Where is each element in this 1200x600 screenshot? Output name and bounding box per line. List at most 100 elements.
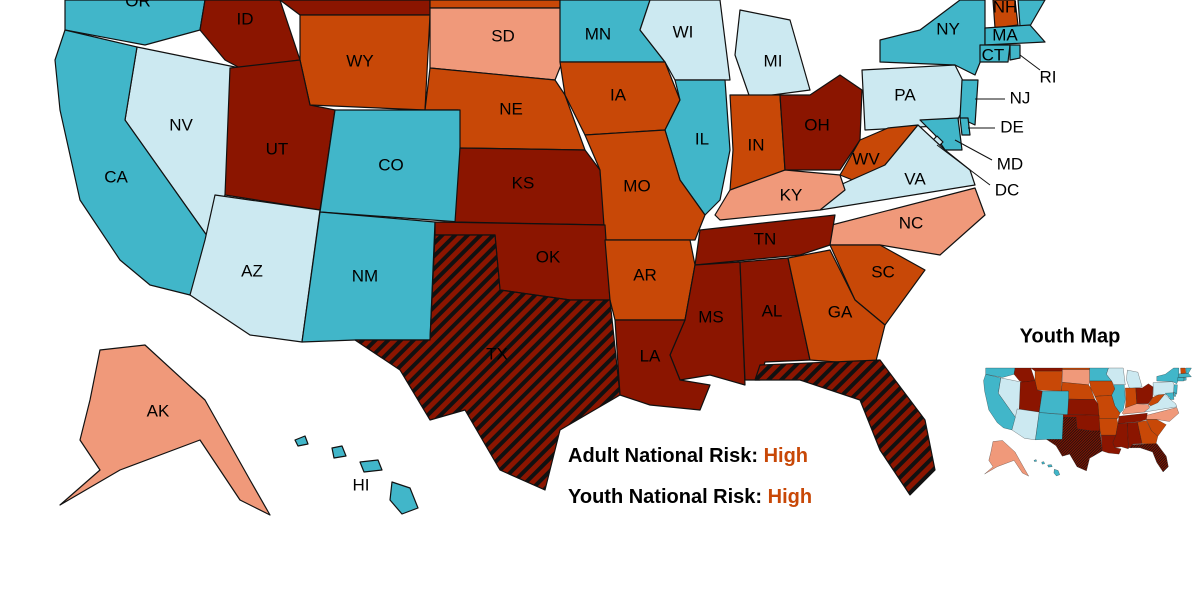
state-label: AL <box>762 301 783 320</box>
youth-state-shape <box>1062 369 1091 385</box>
youth-map <box>983 367 1192 477</box>
state-label: MA <box>992 25 1018 44</box>
state-shape <box>294 435 419 515</box>
state-label: SD <box>491 26 515 45</box>
risk-name: Adult National Risk: <box>568 445 758 467</box>
youth-state-shape <box>1030 367 1063 372</box>
state-shape <box>59 344 271 516</box>
risk-name: Youth National Risk: <box>568 486 762 508</box>
youth-state-shape <box>1101 435 1122 455</box>
state-label: OH <box>804 115 830 134</box>
youth-state-shape <box>1039 390 1069 415</box>
youth-state-shape <box>1034 371 1063 392</box>
youth-state-shape <box>1183 377 1187 381</box>
state-label: MO <box>623 176 650 195</box>
youth-state-shape <box>1011 408 1040 440</box>
state-label: NC <box>899 213 924 232</box>
youth-state-shape <box>1165 392 1175 400</box>
state-label: ID <box>237 9 254 28</box>
youth-state-shape <box>983 374 1017 431</box>
youth-state-shape <box>1094 395 1121 419</box>
state-label: CO <box>378 155 404 174</box>
youth-map-title: Youth Map <box>1020 325 1121 347</box>
state-shape <box>354 234 621 491</box>
youth-state-shape <box>1180 367 1186 375</box>
state-shape <box>919 117 963 151</box>
risk-level: High <box>764 445 808 467</box>
state-label: NV <box>169 115 193 134</box>
youth-map-shapes <box>983 367 1192 477</box>
state-label: HI <box>353 475 370 494</box>
youth-state-shape <box>1137 420 1158 445</box>
youth-state-shape <box>1062 367 1090 370</box>
state-shape <box>779 74 863 171</box>
youth-state-shape <box>1173 384 1178 395</box>
leader-line <box>954 139 993 161</box>
youth-state-shape <box>1177 377 1185 382</box>
state-label: KY <box>780 185 803 204</box>
state-label: IA <box>610 85 627 104</box>
state-shape <box>299 14 431 111</box>
state-label: NY <box>936 19 960 38</box>
state-label: AK <box>147 401 170 420</box>
state-label: MN <box>585 24 611 43</box>
state-label: TN <box>754 229 777 248</box>
youth-state-shape <box>1117 413 1148 424</box>
state-label: SC <box>871 262 895 281</box>
state-shape <box>279 0 431 16</box>
youth-state-shape <box>1035 412 1064 440</box>
state-label: OR <box>125 0 151 10</box>
state-label: GA <box>828 302 853 321</box>
state-label: WV <box>852 149 880 168</box>
state-label: NM <box>352 266 378 285</box>
youth-state-shape <box>1135 383 1154 404</box>
state-label: VA <box>904 169 926 188</box>
state-label: MS <box>698 307 724 326</box>
state-shape <box>584 129 706 241</box>
state-shape <box>734 9 811 99</box>
state-label: OK <box>536 247 561 266</box>
state-shape <box>959 79 979 126</box>
youth-state-shape <box>1098 418 1119 436</box>
state-label: MI <box>764 51 783 70</box>
leader-line <box>1019 54 1041 71</box>
state-label: RI <box>1040 67 1057 86</box>
state-shape <box>984 24 1046 46</box>
state-shape <box>429 0 561 9</box>
youth-state-shape <box>1130 443 1169 473</box>
state-label: AR <box>633 265 657 284</box>
state-shape <box>992 0 1019 29</box>
state-label: UT <box>266 139 289 158</box>
youth-state-shape <box>1173 392 1176 397</box>
state-shape <box>429 7 566 81</box>
youth-state-shape <box>1122 403 1150 415</box>
youth-state-shape <box>1126 369 1143 389</box>
state-shape <box>979 44 1011 63</box>
state-shape <box>754 359 936 496</box>
state-shape <box>64 0 206 46</box>
state-label: MD <box>997 154 1023 173</box>
state-shape <box>787 249 886 366</box>
state-shape <box>694 214 836 266</box>
leader-line <box>936 144 991 186</box>
state-label: CA <box>104 167 128 186</box>
state-label: DE <box>1000 117 1024 136</box>
state-label: TX <box>486 344 508 363</box>
youth-state-shape <box>1178 373 1192 378</box>
state-label: DC <box>995 180 1020 199</box>
state-shape <box>614 319 711 411</box>
state-label: WI <box>673 22 694 41</box>
state-shape <box>1009 44 1021 61</box>
risk-level: High <box>768 486 812 508</box>
state-label: CT <box>982 45 1005 64</box>
state-label: AZ <box>241 261 263 280</box>
risk-label: Adult National Risk: High <box>568 445 808 467</box>
state-label: IN <box>748 135 765 154</box>
state-label: PA <box>894 85 916 104</box>
youth-state-shape <box>1046 417 1103 472</box>
state-label: NE <box>499 99 523 118</box>
youth-state-shape <box>1033 459 1060 477</box>
state-shape <box>189 194 321 343</box>
